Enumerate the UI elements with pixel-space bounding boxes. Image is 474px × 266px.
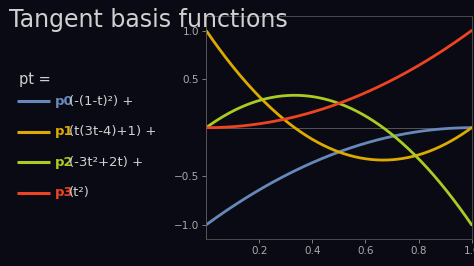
Text: p3: p3 bbox=[55, 186, 73, 199]
Text: (t(3t-4)+1) +: (t(3t-4)+1) + bbox=[69, 125, 156, 138]
Text: (t²): (t²) bbox=[69, 186, 90, 199]
Text: p0: p0 bbox=[55, 95, 73, 107]
Text: Tangent basis functions: Tangent basis functions bbox=[9, 8, 288, 32]
Text: (-(1-t)²) +: (-(1-t)²) + bbox=[69, 95, 133, 107]
Text: p2: p2 bbox=[55, 156, 73, 169]
Text: pt =: pt = bbox=[19, 72, 51, 87]
Text: p1: p1 bbox=[55, 125, 73, 138]
Text: (-3t²+2t) +: (-3t²+2t) + bbox=[69, 156, 143, 169]
